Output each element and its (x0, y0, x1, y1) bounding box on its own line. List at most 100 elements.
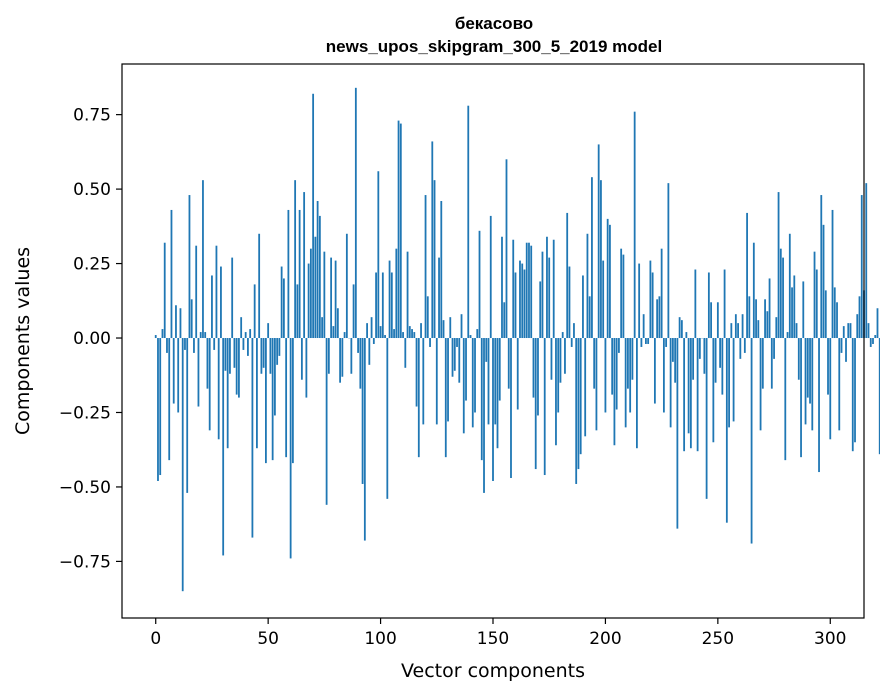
bar-168 (532, 338, 535, 398)
x-tick-label: 150 (477, 629, 509, 649)
bar-293 (813, 251, 816, 339)
bar-93 (363, 338, 366, 541)
bar-112 (406, 251, 409, 339)
bar-58 (285, 338, 288, 458)
bar-25 (211, 275, 213, 339)
bar-95 (368, 338, 371, 365)
x-tick-label: 100 (364, 629, 396, 649)
bar-266 (752, 242, 755, 339)
bar-211 (629, 338, 632, 413)
bar-152 (496, 338, 499, 449)
bar-297 (822, 224, 825, 339)
bar-305 (840, 338, 843, 353)
bar-207 (620, 248, 623, 339)
bar-24 (208, 338, 211, 431)
bar-65 (300, 338, 303, 380)
bar-140 (469, 335, 472, 339)
bar-104 (388, 260, 391, 339)
y-tick-label: 0.25 (73, 255, 111, 275)
bar-267 (755, 299, 757, 339)
bar-263 (746, 212, 748, 339)
bar-110 (402, 332, 404, 339)
bar-84 (343, 332, 346, 339)
bar-160 (514, 272, 517, 339)
x-tick-label: 0 (150, 629, 161, 649)
y-tick-label: −0.50 (59, 478, 111, 498)
bar-221 (651, 272, 654, 339)
bar-42 (249, 329, 252, 339)
bar-128 (442, 320, 445, 339)
bar-255 (728, 338, 730, 428)
bar-289 (804, 338, 807, 425)
bar-260 (739, 338, 742, 359)
bar-57 (282, 278, 285, 339)
bar-54 (276, 338, 279, 365)
bar-281 (786, 332, 789, 339)
bar-74 (321, 317, 324, 339)
bar-189 (579, 338, 582, 455)
bar-55 (278, 338, 281, 356)
bar-41 (247, 338, 249, 356)
bar-61 (291, 338, 294, 464)
bar-251 (719, 338, 721, 368)
bar-150 (492, 338, 494, 481)
bar-294 (815, 269, 818, 339)
bar-235 (683, 338, 686, 452)
bar-144 (478, 230, 481, 339)
bar-40 (244, 332, 247, 339)
bar-175 (548, 257, 551, 339)
bar-222 (653, 338, 656, 404)
bar-113 (408, 326, 411, 339)
bar-275 (773, 338, 775, 359)
bar-44 (253, 284, 256, 339)
bar-27 (215, 245, 218, 339)
bar-85 (345, 233, 348, 339)
bar-304 (838, 338, 841, 431)
bar-3 (161, 329, 164, 339)
bar-108 (397, 120, 400, 339)
bar-302 (833, 287, 836, 339)
bar-1 (157, 338, 159, 481)
bar-229 (669, 338, 672, 428)
bar-237 (687, 338, 690, 434)
bar-141 (471, 338, 474, 428)
bar-188 (577, 338, 580, 470)
chart-subtitle: news_upos_skipgram_300_5_2019 model (326, 37, 662, 56)
y-tick-label: −0.75 (59, 552, 111, 572)
bar-309 (849, 323, 852, 339)
bar-284 (793, 275, 796, 339)
bar-83 (341, 338, 344, 377)
bar-155 (503, 302, 506, 339)
bar-312 (856, 314, 859, 339)
bar-239 (692, 338, 695, 380)
bar-78 (330, 257, 333, 339)
bar-259 (737, 323, 739, 339)
bar-290 (806, 338, 809, 398)
bar-52 (271, 338, 274, 461)
bar-39 (242, 338, 245, 350)
bar-236 (685, 332, 688, 339)
bar-161 (516, 338, 519, 410)
bar-14 (186, 338, 189, 493)
bar-129 (444, 338, 447, 458)
bar-245 (705, 338, 708, 499)
bar-151 (494, 338, 497, 425)
bar-45 (256, 338, 258, 449)
bar-36 (235, 338, 238, 395)
bar-33 (229, 338, 231, 374)
bar-231 (674, 338, 677, 383)
bar-118 (420, 323, 422, 339)
bar-224 (658, 296, 661, 339)
bar-307 (845, 338, 847, 362)
bar-247 (710, 302, 712, 339)
bar-4 (163, 242, 166, 339)
bar-38 (240, 317, 243, 339)
bar-96 (370, 317, 373, 339)
bar-67 (305, 338, 308, 398)
bar-227 (665, 338, 668, 347)
bar-147 (485, 338, 488, 362)
bar-75 (323, 251, 326, 339)
bar-157 (507, 338, 510, 389)
bar-73 (318, 215, 321, 339)
bar-30 (222, 338, 225, 556)
